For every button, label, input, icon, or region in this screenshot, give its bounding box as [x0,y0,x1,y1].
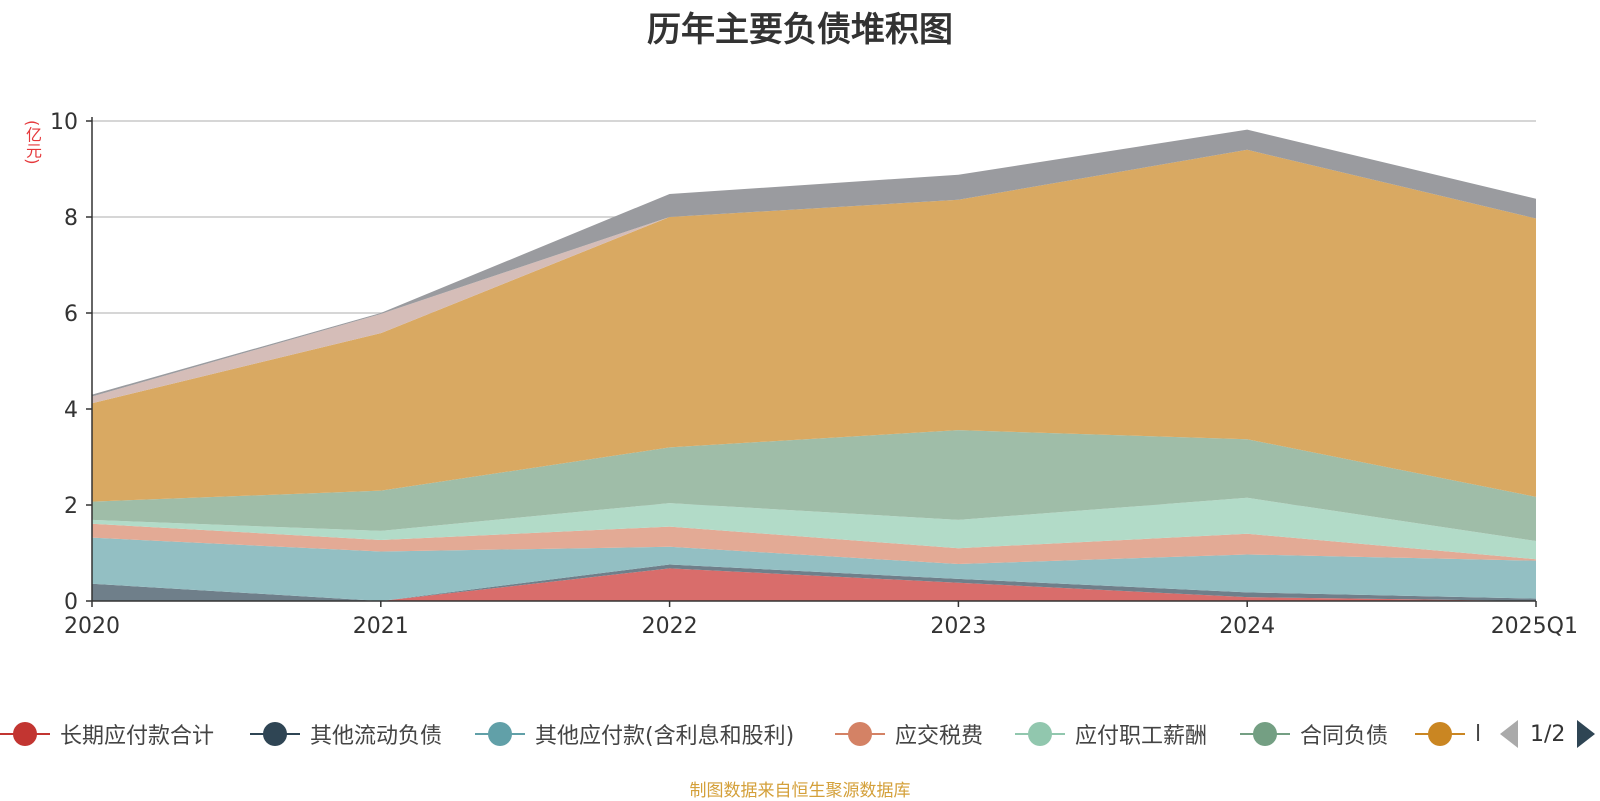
legend-item[interactable]: 其他流动负债 [250,716,442,752]
y-tick-label: 2 [64,494,78,519]
y-tick-label: 6 [64,302,78,327]
legend-page-indicator: 1/2 [1530,721,1566,747]
legend-swatch-icon [1015,721,1065,747]
area-series-0 [92,568,1536,601]
y-tick-label: 0 [64,590,78,615]
x-tick-label: 2025Q1 [1491,614,1578,639]
legend: 长期应付款合计 其他流动负债 其他应付款(含利息和股利) 应交税费 应付职工薪酬 合同负债… [0,716,1600,756]
legend-item[interactable]: 应交税费 [835,716,983,752]
y-tick-label: 10 [50,110,78,135]
legend-item[interactable]: 应付职工薪酬 [1015,716,1207,752]
chart-title: 历年主要负债堆积图 [647,10,953,50]
legend-label: 其他流动负债 [310,724,443,749]
legend-pager: 1/2 [1500,720,1596,748]
legend-item[interactable]: l [1415,716,1490,752]
x-tick-label: 2024 [1219,614,1275,639]
legend-label: l [1475,721,1482,747]
legend-label: 合同负债 [1300,724,1389,749]
legend-label: 长期应付款合计 [60,724,215,749]
tick-labels: 0 2 4 6 8 10 2020 2021 2022 2023 2024 2025Q1 [50,110,1578,639]
x-tick-label: 2021 [353,614,409,639]
y-tick-label: 8 [64,206,78,231]
x-tick-label: 2023 [930,614,986,639]
area-series-2 [92,537,1536,601]
legend-item[interactable]: 长期应付款合计 [0,716,214,752]
legend-label: 其他应付款(含利息和股利) [535,724,795,749]
y-tick-label: 4 [64,398,78,423]
area-series-5 [92,430,1536,541]
x-tick-label: 2022 [642,614,698,639]
legend-swatch-icon [1415,721,1465,747]
axes [86,117,1537,607]
area-series-4 [92,497,1536,560]
legend-swatch-icon [250,721,300,747]
legend-swatch-icon [0,721,50,747]
legend-next-page-icon[interactable] [1577,720,1596,748]
legend-prev-page-icon[interactable] [1500,720,1518,748]
x-tick-label: 2020 [64,614,120,639]
legend-swatch-icon [475,721,525,747]
y-axis-unit-label: (亿元) [23,120,42,165]
legend-item[interactable]: 其他应付款(含利息和股利) [475,716,794,752]
legend-label: 应付职工薪酬 [1075,724,1208,749]
area-series-6 [92,149,1536,502]
legend-swatch-icon [1240,721,1290,747]
legend-label: 应交税费 [895,724,984,749]
area-series [92,129,1536,601]
data-source-note: 制图数据来自恒生聚源数据库 [689,781,911,801]
area-series-3 [92,523,1536,565]
legend-swatch-icon [835,721,885,747]
legend-item[interactable]: 合同负债 [1240,716,1388,752]
area-series-1 [92,564,1536,601]
